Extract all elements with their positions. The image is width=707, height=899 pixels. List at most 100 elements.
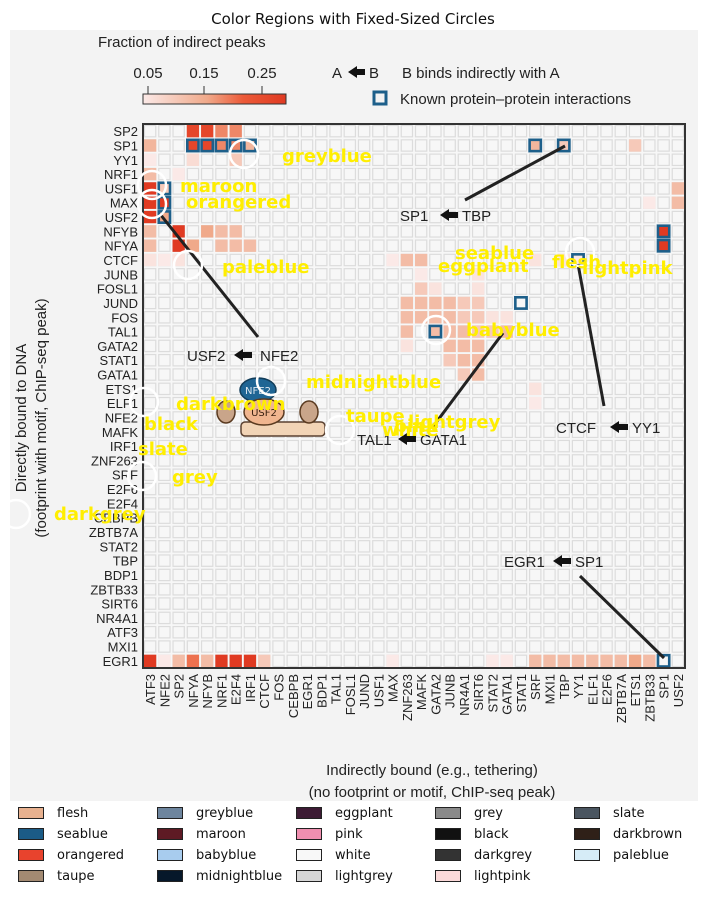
grid-cell	[357, 568, 371, 582]
svg-text:YY1: YY1	[632, 420, 660, 437]
grid-cell	[329, 482, 342, 496]
grid-cell	[229, 339, 242, 353]
heatmap-cell	[144, 167, 157, 181]
grid-cell	[486, 167, 499, 181]
grid-cell	[457, 640, 471, 653]
grid-cell	[386, 482, 399, 496]
heatmap-frame	[142, 123, 686, 669]
overlay-circle	[564, 236, 596, 268]
grid-cell	[443, 597, 456, 610]
column-label: NFYB	[200, 674, 215, 709]
grid-cell	[172, 353, 185, 367]
grid-cell	[186, 225, 200, 238]
grid-cell	[628, 339, 642, 353]
grid-cell	[315, 439, 328, 453]
grid-cell	[586, 268, 599, 281]
row-label: GATA2	[97, 339, 138, 354]
grid-cell	[671, 225, 685, 238]
grid-cell	[300, 525, 314, 539]
grid-cell	[614, 139, 628, 152]
legend-label: lightgrey	[335, 868, 393, 884]
grid-cell	[414, 540, 428, 553]
column-label: SIRT6	[471, 674, 486, 711]
grid-cell	[343, 353, 357, 367]
heatmap-cell	[472, 296, 485, 310]
grid-cell	[400, 454, 414, 467]
grid-cell	[471, 497, 485, 510]
column-label: GATA1	[500, 674, 515, 715]
grid-cell	[272, 654, 285, 668]
grid-cell	[643, 124, 656, 138]
grid-cell	[186, 167, 200, 181]
grid-cell	[143, 325, 157, 338]
grid-cell	[414, 339, 428, 353]
grid-cell	[215, 611, 228, 625]
row-label: NR4A1	[96, 611, 138, 626]
grid-cell	[400, 210, 414, 224]
grid-cell	[600, 124, 613, 138]
grid-cell	[143, 368, 157, 381]
grid-cell	[243, 182, 257, 195]
grid-cell	[557, 210, 570, 224]
grid-cell	[286, 382, 299, 396]
heatmap-cell	[400, 339, 413, 353]
grid-cell	[400, 368, 414, 381]
grid-cell	[457, 253, 471, 267]
grid-cell	[657, 597, 670, 610]
grid-cell	[329, 296, 342, 310]
grid-cell	[557, 511, 570, 524]
grid-cell	[614, 124, 628, 138]
region-label: lightpink	[582, 258, 674, 279]
grid-cell	[286, 540, 299, 553]
grid-cell	[272, 210, 285, 224]
grid-cell	[671, 139, 685, 152]
known-interaction-box	[428, 324, 443, 339]
row-label: MAX	[110, 196, 139, 211]
grid-cell	[286, 611, 299, 625]
row-label: NFYA	[104, 239, 138, 254]
grid-cell	[657, 325, 670, 338]
heatmap-cell	[158, 654, 171, 667]
grid-cell	[486, 482, 499, 496]
grid-cell	[571, 540, 585, 553]
grid-cell	[614, 439, 628, 453]
grid-cell	[315, 482, 328, 496]
grid-cell	[657, 153, 670, 167]
grid-cell	[457, 540, 471, 553]
grid-cell	[186, 311, 200, 324]
grid-cell	[643, 282, 656, 295]
known-interaction-box	[514, 295, 528, 310]
grid-cell	[414, 153, 428, 167]
column-label: E2F6	[600, 674, 615, 705]
grid-cell	[571, 611, 585, 625]
grid-cell	[372, 525, 385, 539]
grid-cell	[586, 225, 599, 238]
grid-cell	[643, 468, 656, 481]
svg-text:SP1: SP1	[575, 554, 603, 571]
column-label: CTCF	[257, 674, 272, 709]
grid-cell	[143, 268, 157, 281]
grid-cell	[386, 454, 399, 467]
grid-cell	[243, 296, 257, 310]
legend-label: taupe	[57, 868, 95, 884]
grid-cell	[671, 210, 685, 224]
grid-cell	[657, 382, 670, 396]
legend-label: seablue	[57, 826, 108, 842]
grid-cell	[386, 625, 399, 639]
grid-cell	[586, 253, 599, 267]
grid-cell	[543, 225, 556, 238]
grid-cell	[300, 311, 314, 324]
grid-cell	[258, 239, 271, 252]
grid-cell	[543, 382, 556, 396]
grid-cell	[286, 325, 299, 338]
grid-cell	[372, 597, 385, 610]
grid-cell	[258, 525, 271, 539]
colorbar-label: Fraction of indirect peaks	[98, 34, 266, 51]
grid-cell	[429, 568, 442, 582]
grid-cell	[529, 311, 542, 324]
annotation-sp1-tbp: SP1 TBP	[400, 208, 491, 225]
grid-cell	[400, 611, 414, 625]
column-label: NR4A1	[457, 674, 472, 716]
grid-cell	[357, 368, 371, 381]
